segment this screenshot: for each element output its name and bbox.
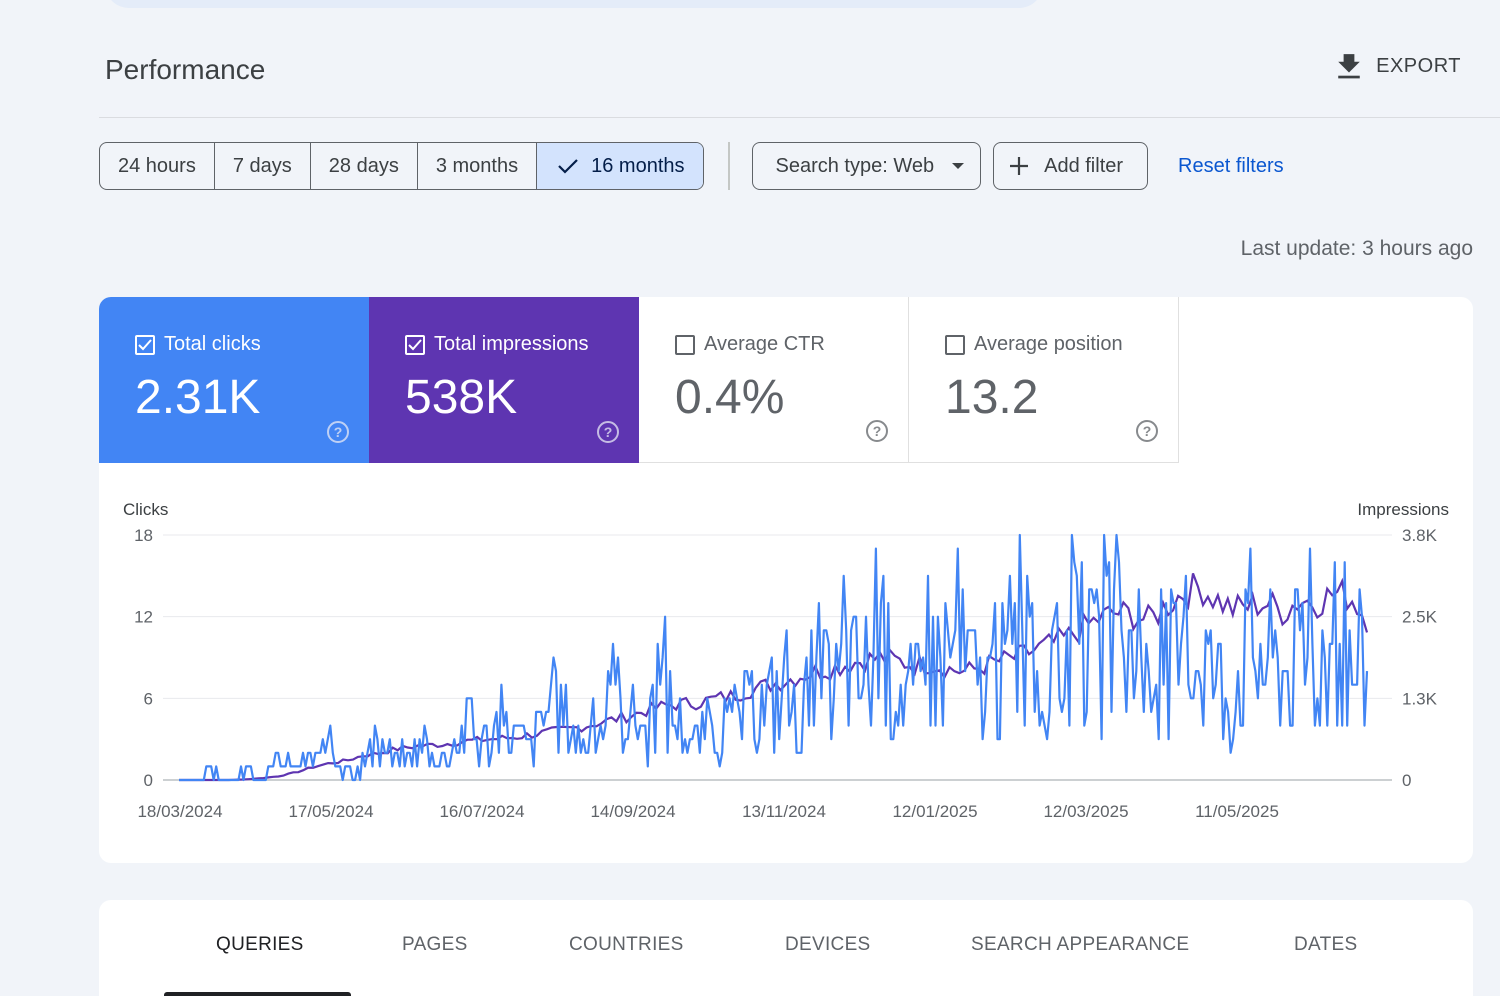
metric-average-ctr[interactable]: Average CTR 0.4% ? — [639, 297, 909, 463]
report-tabs: QUERIES PAGES COUNTRIES DEVICES SEARCH A… — [99, 900, 1473, 996]
metric-label: Average CTR — [704, 333, 825, 355]
metric-value: 13.2 — [945, 371, 1039, 424]
checkbox-unchecked-icon[interactable] — [945, 334, 965, 355]
right-tick-label: 2.5K — [1402, 608, 1438, 627]
page-title: Performance — [105, 54, 266, 85]
metric-total-clicks[interactable]: Total clicks 2.31K ? — [99, 297, 369, 463]
left-tick-label: 0 — [144, 771, 153, 790]
range-16-months[interactable]: 16 months — [537, 143, 703, 189]
checkbox-checked-icon[interactable] — [405, 334, 425, 355]
metric-label: Total impressions — [434, 333, 589, 355]
tab-countries[interactable]: COUNTRIES — [569, 934, 684, 955]
performance-chart: 18 3.8K 12 2.5K 6 1.3K 0 0 18/03/2024 17/05/2024… — [99, 467, 1473, 863]
metric-total-impressions[interactable]: Total impressions 538K ? — [369, 297, 639, 463]
x-tick-label: 18/03/2024 — [137, 802, 222, 821]
left-tick-label: 18 — [134, 526, 153, 545]
tab-search-appearance[interactable]: SEARCH APPEARANCE — [971, 934, 1190, 955]
tab-queries[interactable]: QUERIES — [216, 934, 304, 955]
add-filter-button[interactable]: Add filter — [993, 142, 1149, 190]
x-tick-label: 12/03/2025 — [1043, 802, 1128, 821]
clicks-line — [179, 533, 1369, 782]
metric-label: Total clicks — [164, 333, 261, 355]
active-tab-indicator — [164, 992, 351, 996]
help-icon[interactable]: ? — [327, 421, 349, 443]
filter-bar: 24 hours 7 days 28 days 3 months 16 mont… — [99, 142, 1284, 190]
right-tick-label: 0 — [1402, 771, 1411, 790]
checkbox-checked-icon[interactable] — [135, 334, 155, 355]
filter-separator — [727, 142, 730, 190]
range-7-days[interactable]: 7 days — [215, 143, 311, 189]
metric-average-position[interactable]: Average position 13.2 ? — [909, 297, 1179, 463]
x-tick-label: 14/09/2024 — [590, 802, 675, 821]
range-3-months[interactable]: 3 months — [418, 143, 538, 189]
metric-value: 2.31K — [135, 371, 261, 424]
right-axis-title: Impressions — [1357, 500, 1449, 519]
help-icon[interactable]: ? — [597, 421, 619, 443]
x-tick-label: 13/11/2024 — [742, 802, 826, 821]
tab-devices[interactable]: DEVICES — [785, 934, 871, 955]
reset-filters-link[interactable]: Reset filters — [1178, 154, 1284, 177]
x-tick-label: 12/01/2025 — [892, 802, 977, 821]
last-update-text: Last update: 3 hours ago — [1240, 237, 1473, 260]
checkbox-unchecked-icon[interactable] — [675, 334, 695, 355]
range-24-hours[interactable]: 24 hours — [100, 143, 215, 189]
range-28-days[interactable]: 28 days — [311, 143, 418, 189]
help-icon[interactable]: ? — [866, 420, 888, 442]
plus-icon — [1008, 155, 1030, 177]
right-tick-label: 1.3K — [1402, 689, 1438, 708]
search-type-label: Search type: Web — [775, 154, 935, 177]
right-tick-label: 3.8K — [1402, 526, 1438, 545]
performance-card: Total clicks 2.31K ? Total impressions 5… — [99, 297, 1473, 863]
x-tick-label: 11/05/2025 — [1195, 802, 1279, 821]
tab-pages[interactable]: PAGES — [402, 934, 468, 955]
x-tick-label: 16/07/2024 — [439, 802, 524, 821]
checkmark-icon — [557, 157, 579, 175]
download-icon — [1338, 54, 1360, 79]
add-filter-label: Add filter — [1044, 154, 1124, 177]
left-tick-label: 6 — [144, 689, 153, 708]
left-tick-label: 12 — [134, 608, 153, 627]
x-tick-label: 17/05/2024 — [288, 802, 373, 821]
tab-dates[interactable]: DATES — [1294, 934, 1358, 955]
page-header: Performance EXPORT — [105, 52, 1475, 92]
metric-label: Average position — [974, 333, 1123, 355]
dropdown-caret-icon — [952, 163, 965, 169]
export-button[interactable]: EXPORT — [1336, 52, 1461, 80]
search-type-dropdown[interactable]: Search type: Web — [751, 142, 982, 190]
chart-svg: 18 3.8K 12 2.5K 6 1.3K 0 0 18/03/2024 17/05/2024… — [123, 500, 1449, 821]
help-icon[interactable]: ? — [1136, 420, 1158, 442]
metric-value: 538K — [405, 371, 518, 424]
date-range-selector: 24 hours 7 days 28 days 3 months 16 mont… — [99, 142, 704, 190]
export-label: EXPORT — [1376, 54, 1461, 77]
metric-value: 0.4% — [675, 371, 785, 424]
header-divider — [99, 117, 1500, 118]
left-axis-title: Clicks — [123, 500, 168, 519]
search-bar-edge — [105, 0, 1043, 8]
